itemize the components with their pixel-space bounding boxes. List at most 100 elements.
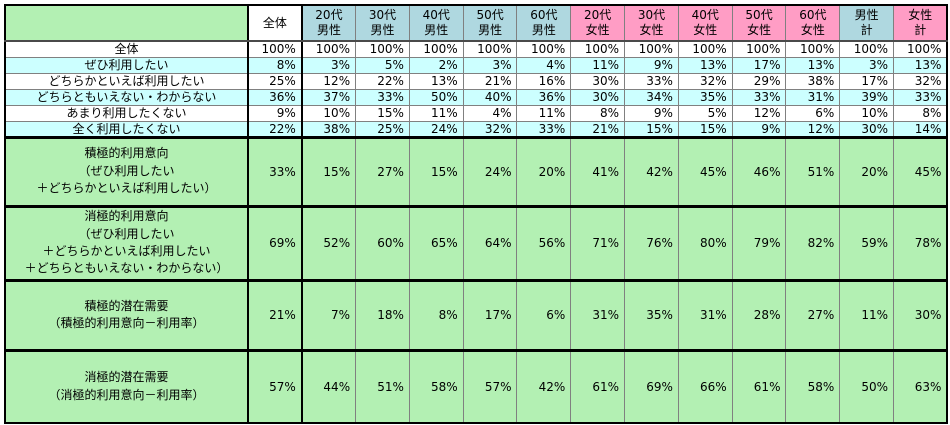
data-cell: 36% — [516, 88, 572, 106]
data-cell: 39% — [839, 88, 895, 106]
data-cell: 36% — [247, 88, 303, 106]
column-header: 50代 男性 — [462, 4, 518, 42]
summary-data-cell: 30% — [893, 278, 948, 351]
summary-data-cell: 65% — [408, 204, 464, 281]
data-cell: 13% — [677, 56, 733, 74]
data-cell: 100% — [408, 40, 464, 58]
summary-data-cell: 33% — [247, 135, 303, 207]
summary-data-cell: 24% — [462, 135, 518, 207]
summary-row: 消極的利用意向 （ぜひ利用したい ＋どちらかといえば利用したい ＋どちらともいえない・… — [4, 204, 948, 281]
survey-table: 全体 20代 男性 30代 男性 40代 男性 50代 男性 60代 男性 20代 女性 30代 女性 40代… — [4, 4, 949, 424]
column-header-line: 女性 — [908, 8, 933, 23]
data-cell: 12% — [301, 72, 357, 90]
summary-data-cell: 11% — [839, 278, 895, 351]
summary-data-cell: 44% — [301, 348, 357, 424]
summary-row: 積極的利用意向 （ぜひ利用したい ＋どちらかといえば利用したい） 33% 15% 27% 1… — [4, 135, 948, 207]
data-cell: 12% — [731, 104, 787, 122]
column-header: 20代 男性 — [301, 4, 357, 42]
summary-data-cell: 31% — [570, 278, 626, 351]
column-header-line: 20代 — [584, 8, 612, 23]
data-cell: 9% — [624, 56, 679, 74]
column-header: 50代 女性 — [731, 4, 787, 42]
header-row: 全体 20代 男性 30代 男性 40代 男性 50代 男性 60代 男性 20代 女性 30代 女性 40代… — [4, 4, 948, 42]
summary-data-cell: 42% — [624, 135, 679, 207]
data-cell: 4% — [462, 104, 518, 122]
data-cell: 100% — [893, 40, 948, 58]
data-cell: 25% — [247, 72, 303, 90]
column-header: 40代 女性 — [677, 4, 733, 42]
data-cell: 100% — [462, 40, 518, 58]
summary-data-cell: 6% — [516, 278, 572, 351]
row-label: ぜひ利用したい — [4, 56, 249, 74]
row-label: どちらかといえば利用したい — [4, 72, 249, 90]
data-cell: 8% — [247, 56, 303, 74]
summary-data-cell: 51% — [355, 348, 410, 424]
summary-data-cell: 46% — [731, 135, 787, 207]
summary-row-label: 積極的潜在需要 （積極的利用意向－利用率） — [4, 278, 249, 351]
data-cell: 16% — [516, 72, 572, 90]
summary-data-cell: 15% — [408, 135, 464, 207]
data-cell: 8% — [570, 104, 626, 122]
data-cell: 13% — [408, 72, 464, 90]
data-cell: 11% — [516, 104, 572, 122]
summary-row-label-line: ＋どちらかといえば利用したい） — [36, 181, 217, 196]
column-header-line: 男性 — [531, 23, 556, 37]
summary-data-cell: 63% — [893, 348, 948, 424]
data-cell: 11% — [408, 104, 464, 122]
data-cell: 33% — [624, 72, 679, 90]
data-cell: 24% — [408, 120, 464, 138]
summary-data-cell: 28% — [731, 278, 787, 351]
summary-row-label: 消極的潜在需要 （消極的利用意向－利用率） — [4, 348, 249, 424]
summary-data-cell: 7% — [301, 278, 357, 351]
column-header-line: 30代 — [368, 8, 397, 23]
data-cell: 5% — [355, 56, 410, 74]
column-header-line: 40代 — [691, 8, 719, 23]
summary-data-cell: 60% — [355, 204, 410, 281]
data-cell: 32% — [462, 120, 518, 138]
data-cell: 30% — [570, 72, 626, 90]
column-header-line: 男性 — [478, 23, 503, 37]
data-cell: 100% — [570, 40, 626, 58]
summary-row-label-line: 積極的潜在需要 — [84, 298, 169, 313]
data-cell: 9% — [731, 120, 787, 138]
summary-data-cell: 21% — [247, 278, 303, 351]
summary-data-cell: 17% — [462, 278, 518, 351]
data-cell: 100% — [301, 40, 357, 58]
summary-data-cell: 82% — [785, 204, 841, 281]
summary-row-label: 積極的利用意向 （ぜひ利用したい ＋どちらかといえば利用したい） — [4, 135, 249, 207]
data-cell: 15% — [355, 104, 410, 122]
data-cell: 13% — [893, 56, 948, 74]
summary-data-cell: 79% — [731, 204, 787, 281]
data-cell: 50% — [408, 88, 464, 106]
data-cell: 38% — [785, 72, 841, 90]
column-header: 60代 女性 — [785, 4, 841, 42]
column-header: 60代 男性 — [516, 4, 572, 42]
data-cell: 25% — [355, 120, 410, 138]
table-row: ぜひ利用したい 8% 3% 5% 2% 3% 4% 11% 9% 13% 17% 13% 3% 13% — [4, 56, 948, 74]
column-header-line: 女性 — [747, 23, 772, 37]
table-row: 全く利用したくない 22% 38% 25% 24% 32% 33% 21% 15% 15% 9% 12… — [4, 120, 948, 138]
column-header-line: 60代 — [799, 8, 827, 23]
summary-data-cell: 20% — [516, 135, 572, 207]
data-cell: 29% — [731, 72, 787, 90]
data-cell: 10% — [839, 104, 895, 122]
summary-data-cell: 59% — [839, 204, 895, 281]
summary-data-cell: 51% — [785, 135, 841, 207]
data-cell: 15% — [624, 120, 679, 138]
corner-cell — [4, 4, 249, 42]
data-cell: 33% — [355, 88, 410, 106]
summary-data-cell: 61% — [570, 348, 626, 424]
table-row: どちらかといえば利用したい 25% 12% 22% 13% 21% 16% 30% 33% 32%… — [4, 72, 948, 90]
data-cell: 4% — [516, 56, 572, 74]
data-cell: 100% — [785, 40, 841, 58]
summary-data-cell: 57% — [462, 348, 518, 424]
column-header: 20代 女性 — [570, 4, 626, 42]
summary-data-cell: 35% — [624, 278, 679, 351]
table-row: 全体 100% 100% 100% 100% 100% 100% 100% 100% 100% 10… — [4, 40, 948, 58]
column-header-line: 30代 — [637, 8, 666, 23]
row-label: あまり利用したくない — [4, 104, 249, 122]
summary-data-cell: 61% — [731, 348, 787, 424]
column-header-line: 60代 — [530, 8, 558, 23]
data-cell: 30% — [839, 120, 895, 138]
